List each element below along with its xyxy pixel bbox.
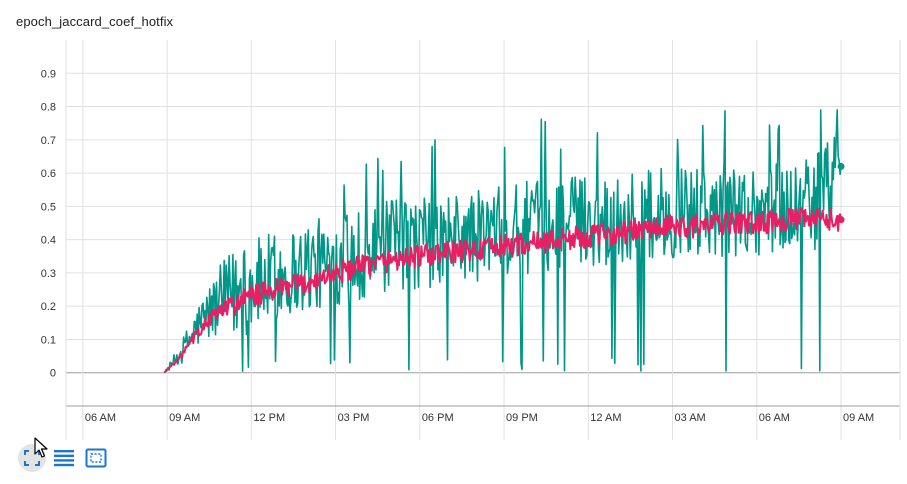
chart-title: epoch_jaccard_coef_hotfix (16, 14, 174, 29)
list-lines-icon (54, 450, 74, 467)
dashed-box-icon (85, 448, 107, 468)
x-tick-label: 09 AM (169, 412, 200, 424)
x-axis-labels: 06 AM 09 AM 12 PM 03 PM 06 PM 09 PM 12 AM 03 AM… (85, 412, 874, 424)
x-tick-label: 12 AM (590, 412, 621, 424)
y-tick-label: 0.3 (41, 268, 56, 280)
series-end-point-pink (837, 216, 845, 224)
y-tick-label: 0.1 (41, 334, 56, 346)
grid-lines (65, 40, 901, 440)
y-tick-label: 0.7 (41, 135, 56, 147)
y-tick-label: 0.9 (41, 68, 56, 80)
mouse-cursor-icon (34, 437, 48, 458)
y-axis-labels: 0 0.1 0.2 0.3 0.4 0.5 0.6 0.7 0.8 0.9 (41, 68, 56, 379)
x-tick-label: 06 PM (422, 412, 454, 424)
x-tick-label: 09 PM (506, 412, 538, 424)
series-lines (163, 109, 845, 374)
y-tick-label: 0.4 (41, 235, 56, 247)
x-tick-label: 09 AM (843, 412, 874, 424)
y-tick-label: 0.6 (41, 168, 56, 180)
toggle-log-scale-button[interactable] (50, 444, 78, 472)
line-chart[interactable]: 0 0.1 0.2 0.3 0.4 0.5 0.6 0.7 0.8 0.9 06 AM 09 AM 1… (0, 0, 907, 440)
y-tick-label: 0.8 (41, 102, 56, 114)
y-tick-label: 0.5 (41, 201, 56, 213)
chart-toolbar (18, 444, 110, 472)
x-tick-label: 06 AM (85, 412, 116, 424)
y-tick-label: 0 (50, 368, 56, 380)
series-line-teal (163, 109, 842, 374)
x-tick-label: 12 PM (253, 412, 285, 424)
toggle-selection-button[interactable] (82, 444, 110, 472)
x-tick-label: 03 AM (675, 412, 706, 424)
y-tick-label: 0.2 (41, 301, 56, 313)
x-tick-label: 03 PM (338, 412, 370, 424)
x-tick-label: 06 AM (759, 412, 790, 424)
series-line-pink (163, 207, 842, 374)
series-end-point-teal (837, 162, 845, 170)
